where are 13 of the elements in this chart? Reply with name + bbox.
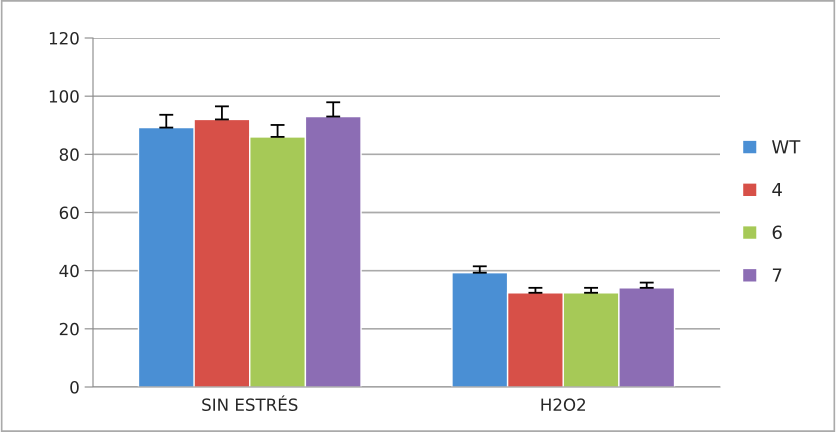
y-tick-label: 20	[60, 322, 79, 336]
y-tick-label: 60	[60, 206, 79, 220]
y-tick-label: 0	[70, 380, 79, 394]
legend-label: 6	[772, 225, 782, 240]
x-tick-label: SIN ESTRÉS	[202, 395, 298, 412]
y-tick-label: 40	[59, 264, 79, 278]
legend-label: 7	[772, 268, 782, 282]
y-tick-label: 120	[50, 32, 79, 45]
legend-label: 4	[772, 182, 782, 196]
y-tick-label: 100	[50, 90, 79, 103]
y-tick-label: 80	[60, 148, 79, 161]
x-tick-label: H2O2	[541, 398, 586, 412]
legend-label: WT	[772, 140, 800, 154]
